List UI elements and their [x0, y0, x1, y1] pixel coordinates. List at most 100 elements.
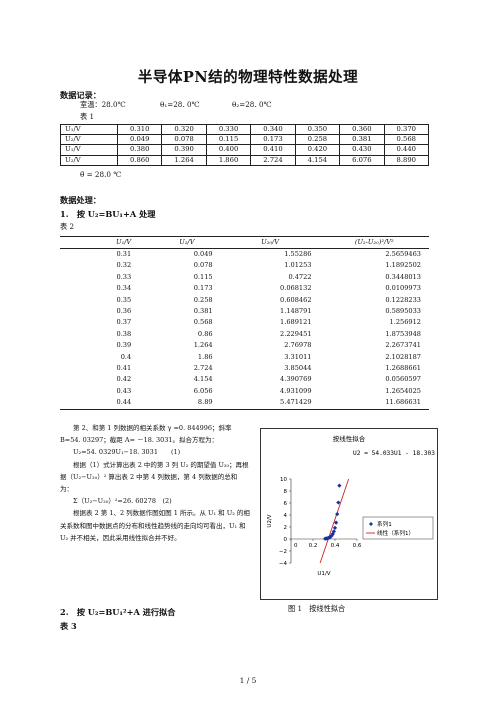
table2-cell: 0.42: [116, 375, 132, 384]
table2-cell: 0.31: [116, 250, 132, 258]
chart-title: 按线性拟合: [333, 434, 366, 443]
table2-row: 0.39 1.264 2.76978 2.2673741: [60, 340, 429, 351]
table2-cell: 2.76978: [284, 341, 312, 350]
table2-cell: 0.36: [116, 307, 132, 316]
table1-row-label: U₂/V: [60, 134, 118, 146]
table1-cell: 0.430: [339, 144, 385, 156]
table1-row-label: U₂/V: [60, 154, 118, 166]
sum-equation-2: Σ（U₂−U₂₀）²=26. 60278 (2): [73, 497, 172, 506]
table2-cell: 1.8753948: [385, 329, 421, 338]
analysis-text: 第 2、和第 1 列数据的相关系数 γ =0. 844996；斜率 B=54. …: [60, 422, 250, 544]
table1-cell: 0.568: [383, 134, 430, 146]
table1-row: U₂/V 0.860 1.264 1.860 2.724 4.154 6.076 8.890: [60, 154, 430, 166]
table2-header: (U₂-U₂₀)²/V²: [319, 236, 429, 249]
table-2: U₁/V U₂/V U₂₀/V (U₂-U₂₀)²/V² 0.31 0.049 1.552…: [60, 236, 429, 410]
table1-row: U₁/V 0.310 0.320 0.330 0.340 0.350 0.360 0.370: [60, 123, 430, 136]
table2-row: 0.37 0.568 1.689121 1.256912: [60, 317, 429, 328]
table2-cell: 0.33: [116, 272, 132, 281]
table2-cell: 1.148791: [280, 307, 312, 316]
table2-cell: 0.078: [193, 261, 213, 270]
table2-cell: 0.3448013: [385, 272, 421, 281]
table2-cell: 8.89: [153, 397, 221, 410]
table1-row-label: U₁/V: [60, 144, 118, 156]
table2-cell: 2.5659463: [385, 250, 421, 258]
table2-row: 0.34 0.173 0.068132 0.0109973: [60, 283, 429, 294]
y-tick-label: −4: [279, 561, 288, 567]
table1-cell: 0.420: [294, 144, 341, 156]
fit-equation-1: U₂=54. 0329U₁−18. 3031 (1): [73, 448, 181, 457]
table1-cell: 1.860: [205, 154, 252, 166]
theta1: θ₁=28. 0℃: [160, 100, 200, 109]
table1-cell: 0.390: [161, 144, 207, 156]
table1-cell: 0.330: [205, 123, 252, 136]
paragraph-expected: 根据（1）式计算出表 2 中的第 3 列 U₂ 的期望值 U₂₀；再根据（U₂−…: [60, 460, 249, 494]
table2-cell: 0.4: [120, 352, 132, 361]
table1-row: U₁/V 0.380 0.390 0.400 0.410 0.420 0.430 0.440: [60, 144, 430, 156]
section-1-heading: 1. 按 U₂=BU₁+A 处理: [60, 209, 156, 219]
table1-cell: 0.350: [294, 123, 341, 136]
y-tick-label: −2: [279, 549, 287, 555]
y-tick-label: 4: [284, 513, 288, 519]
table1-cell: 6.076: [339, 154, 385, 166]
table2-header: U₁/V: [60, 236, 154, 249]
legend-marker-series1: [369, 522, 373, 526]
table1-cell: 2.724: [250, 154, 296, 166]
table1-cell: 0.340: [250, 123, 296, 136]
table2-row: 0.4 1.86 3.31011 2.1028187: [60, 352, 429, 363]
table2-cell: 0.38: [116, 329, 132, 338]
table1-cell: 8.890: [383, 154, 430, 166]
table1-label: 表 1: [80, 112, 95, 121]
table2-cell: 2.229451: [280, 329, 312, 338]
table2-row: 0.43 6.056 4.931099 1.2654025: [60, 386, 429, 397]
y-tick-label: 10: [280, 477, 287, 483]
y-tick-label: 6: [284, 501, 288, 507]
y-tick-label: 0: [284, 537, 288, 543]
y-tick-label: 8: [284, 489, 288, 495]
paragraph-conclusion: 根据表 2 第 1、2 列数据作图如图 1 所示。从 U₁ 和 U₂ 的相关系数…: [60, 509, 250, 542]
table2-cell: 0.43: [116, 386, 132, 395]
table2-cell: 0.049: [193, 250, 213, 258]
record-heading: 数据记录：: [60, 90, 101, 100]
x-axis-label: U1/V: [317, 571, 330, 577]
table2-cell: 0.5895033: [385, 307, 421, 316]
trendline: [319, 478, 350, 564]
table1-row-label: U₁/V: [60, 123, 118, 136]
table2-cell: 0.41: [116, 364, 132, 373]
table2-cell: 1.2688661: [385, 364, 421, 373]
table2-cell: 0.44: [60, 397, 154, 410]
table2-label: 表 2: [60, 222, 75, 231]
table2-cell: 0.86: [197, 329, 213, 338]
table2-cell: 0.068132: [280, 284, 312, 293]
table2-cell: 1.86: [197, 352, 213, 361]
table1-cell: 0.370: [383, 123, 430, 136]
table2-cell: 3.85044: [284, 364, 312, 373]
table2-cell: 1.1892502: [385, 261, 421, 270]
x-tick-label: 0.4: [331, 543, 340, 549]
table2-cell: 1.256912: [389, 318, 421, 327]
table2-row: 0.41 2.724 3.85044 1.2688661: [60, 363, 429, 374]
table2-row: 0.36 0.381 1.148791 0.5895033: [60, 306, 429, 317]
data-point: [332, 525, 338, 530]
table2-row: 0.33 0.115 0.4722 0.3448013: [60, 272, 429, 283]
table2-row: 0.42 4.154 4.390769 0.0560597: [60, 374, 429, 385]
table2-header-row: U₁/V U₂/V U₂₀/V (U₂-U₂₀)²/V²: [60, 236, 429, 249]
table2-cell: 0.381: [193, 307, 213, 316]
table1-cell: 0.860: [116, 154, 163, 166]
table2-header: U₂₀/V: [220, 236, 320, 249]
paragraph-correlation: 第 2、和第 1 列数据的相关系数 γ =0. 844996；斜率 B=54. …: [60, 424, 232, 445]
theta-average: θ̄ = 28.0 ℃: [80, 170, 122, 179]
table2-cell: 0.0109973: [385, 284, 421, 293]
table2-row: 0.35 0.258 0.608462 0.1228233: [60, 295, 429, 306]
table2-cell: 3.31011: [284, 352, 312, 361]
page-number: 1 / 5: [239, 676, 257, 685]
table1-cell: 0.310: [116, 123, 163, 136]
figure-1-chart: 按线性拟合 U2 = 54.033U1 - 18.303 10 8 6 4 2 0 −2 −4 0.…: [260, 428, 438, 600]
table2-cell: 0.35: [116, 295, 132, 304]
legend-label-trendline: 线性（系列1）: [377, 529, 414, 537]
data-point: [337, 483, 342, 488]
table2-cell: 0.0560597: [385, 375, 421, 384]
table2-cell: 4.154: [193, 375, 213, 384]
table2-cell: 0.608462: [280, 295, 312, 304]
table2-cell: 1.689121: [280, 318, 312, 327]
table-1: U₁/V 0.310 0.320 0.330 0.340 0.350 0.360 0.370 U…: [60, 123, 430, 166]
